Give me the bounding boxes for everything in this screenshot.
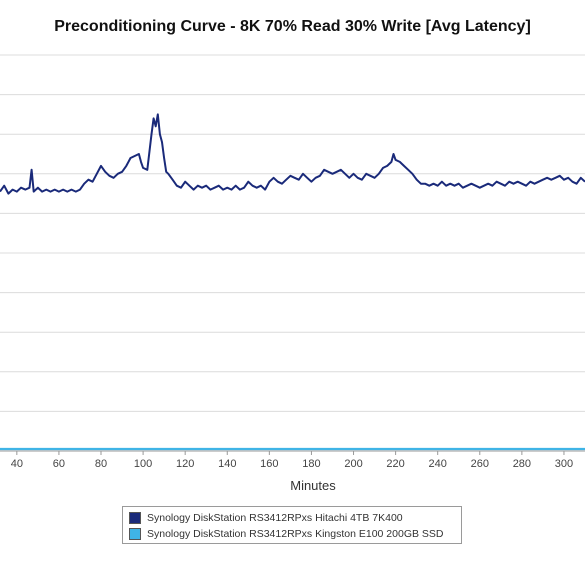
chart-title: Preconditioning Curve - 8K 70% Read 30% … (54, 18, 531, 35)
gridlines (0, 54, 585, 452)
x-tick-label: 80 (95, 458, 107, 470)
x-tick-label: 180 (302, 458, 320, 470)
legend-swatch-kingston (129, 528, 141, 540)
x-tick-label: 200 (344, 458, 362, 470)
x-tick-label: 100 (134, 458, 152, 470)
x-tick-labels: 40 60 80 100 120 140 160 180 200 220 240 260 280 300 (11, 451, 573, 470)
legend-item-kingston: Synology DiskStation RS3412RPxs Kingston… (129, 526, 455, 542)
x-tick-label: 300 (555, 458, 573, 470)
legend-swatch-hitachi (129, 512, 141, 524)
x-tick-label: 120 (176, 458, 194, 470)
x-tick-label: 220 (386, 458, 404, 470)
x-tick-label: 140 (218, 458, 236, 470)
series-line-0 (0, 113, 585, 195)
x-tick-label: 40 (11, 458, 23, 470)
x-tick-label: 280 (513, 458, 531, 470)
legend-item-hitachi: Synology DiskStation RS3412RPxs Hitachi … (129, 510, 455, 526)
x-tick-label: 240 (429, 458, 447, 470)
legend: Synology DiskStation RS3412RPxs Hitachi … (122, 506, 462, 544)
series-lines (0, 113, 585, 451)
x-tick-label: 160 (260, 458, 278, 470)
x-tick-label: 60 (53, 458, 65, 470)
x-tick-label: 260 (471, 458, 489, 470)
legend-label-hitachi: Synology DiskStation RS3412RPxs Hitachi … (147, 512, 403, 524)
legend-label-kingston: Synology DiskStation RS3412RPxs Kingston… (147, 528, 444, 540)
x-axis-label: Minutes (290, 478, 336, 493)
